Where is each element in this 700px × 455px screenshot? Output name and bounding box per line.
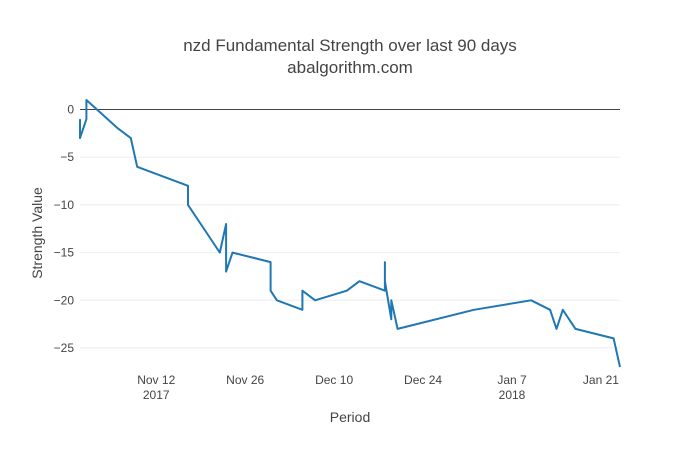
chart-title: nzd Fundamental Strength over last 90 da…: [183, 36, 517, 55]
grid-layer: [80, 156, 620, 349]
x-tick-label: Jan 21: [583, 373, 619, 387]
x-tick-year-label: 2018: [499, 388, 526, 402]
y-tick-label: −15: [54, 246, 75, 260]
x-tick-label: Dec 24: [404, 373, 442, 387]
series-line: [79, 99, 621, 368]
x-tick-label: Dec 10: [315, 373, 353, 387]
x-axis-label: Period: [330, 409, 370, 425]
x-tick-label: Jan 7: [497, 373, 527, 387]
y-tick-label: −25: [54, 341, 75, 355]
x-tick-label: Nov 26: [226, 373, 264, 387]
y-axis-ticks: 0 −5 −10 −15 −20 −25: [54, 103, 75, 355]
y-tick-label: −5: [60, 150, 74, 164]
y-tick-label: −10: [54, 198, 75, 212]
y-axis-label: Strength Value: [29, 187, 45, 279]
series-layer: [79, 99, 621, 368]
x-tick-label: Nov 12: [137, 373, 175, 387]
x-tick-year-label: 2017: [143, 388, 170, 402]
chart-subtitle: abalgorithm.com: [287, 58, 413, 77]
y-tick-label: −20: [54, 293, 75, 307]
y-tick-label: 0: [67, 103, 74, 117]
